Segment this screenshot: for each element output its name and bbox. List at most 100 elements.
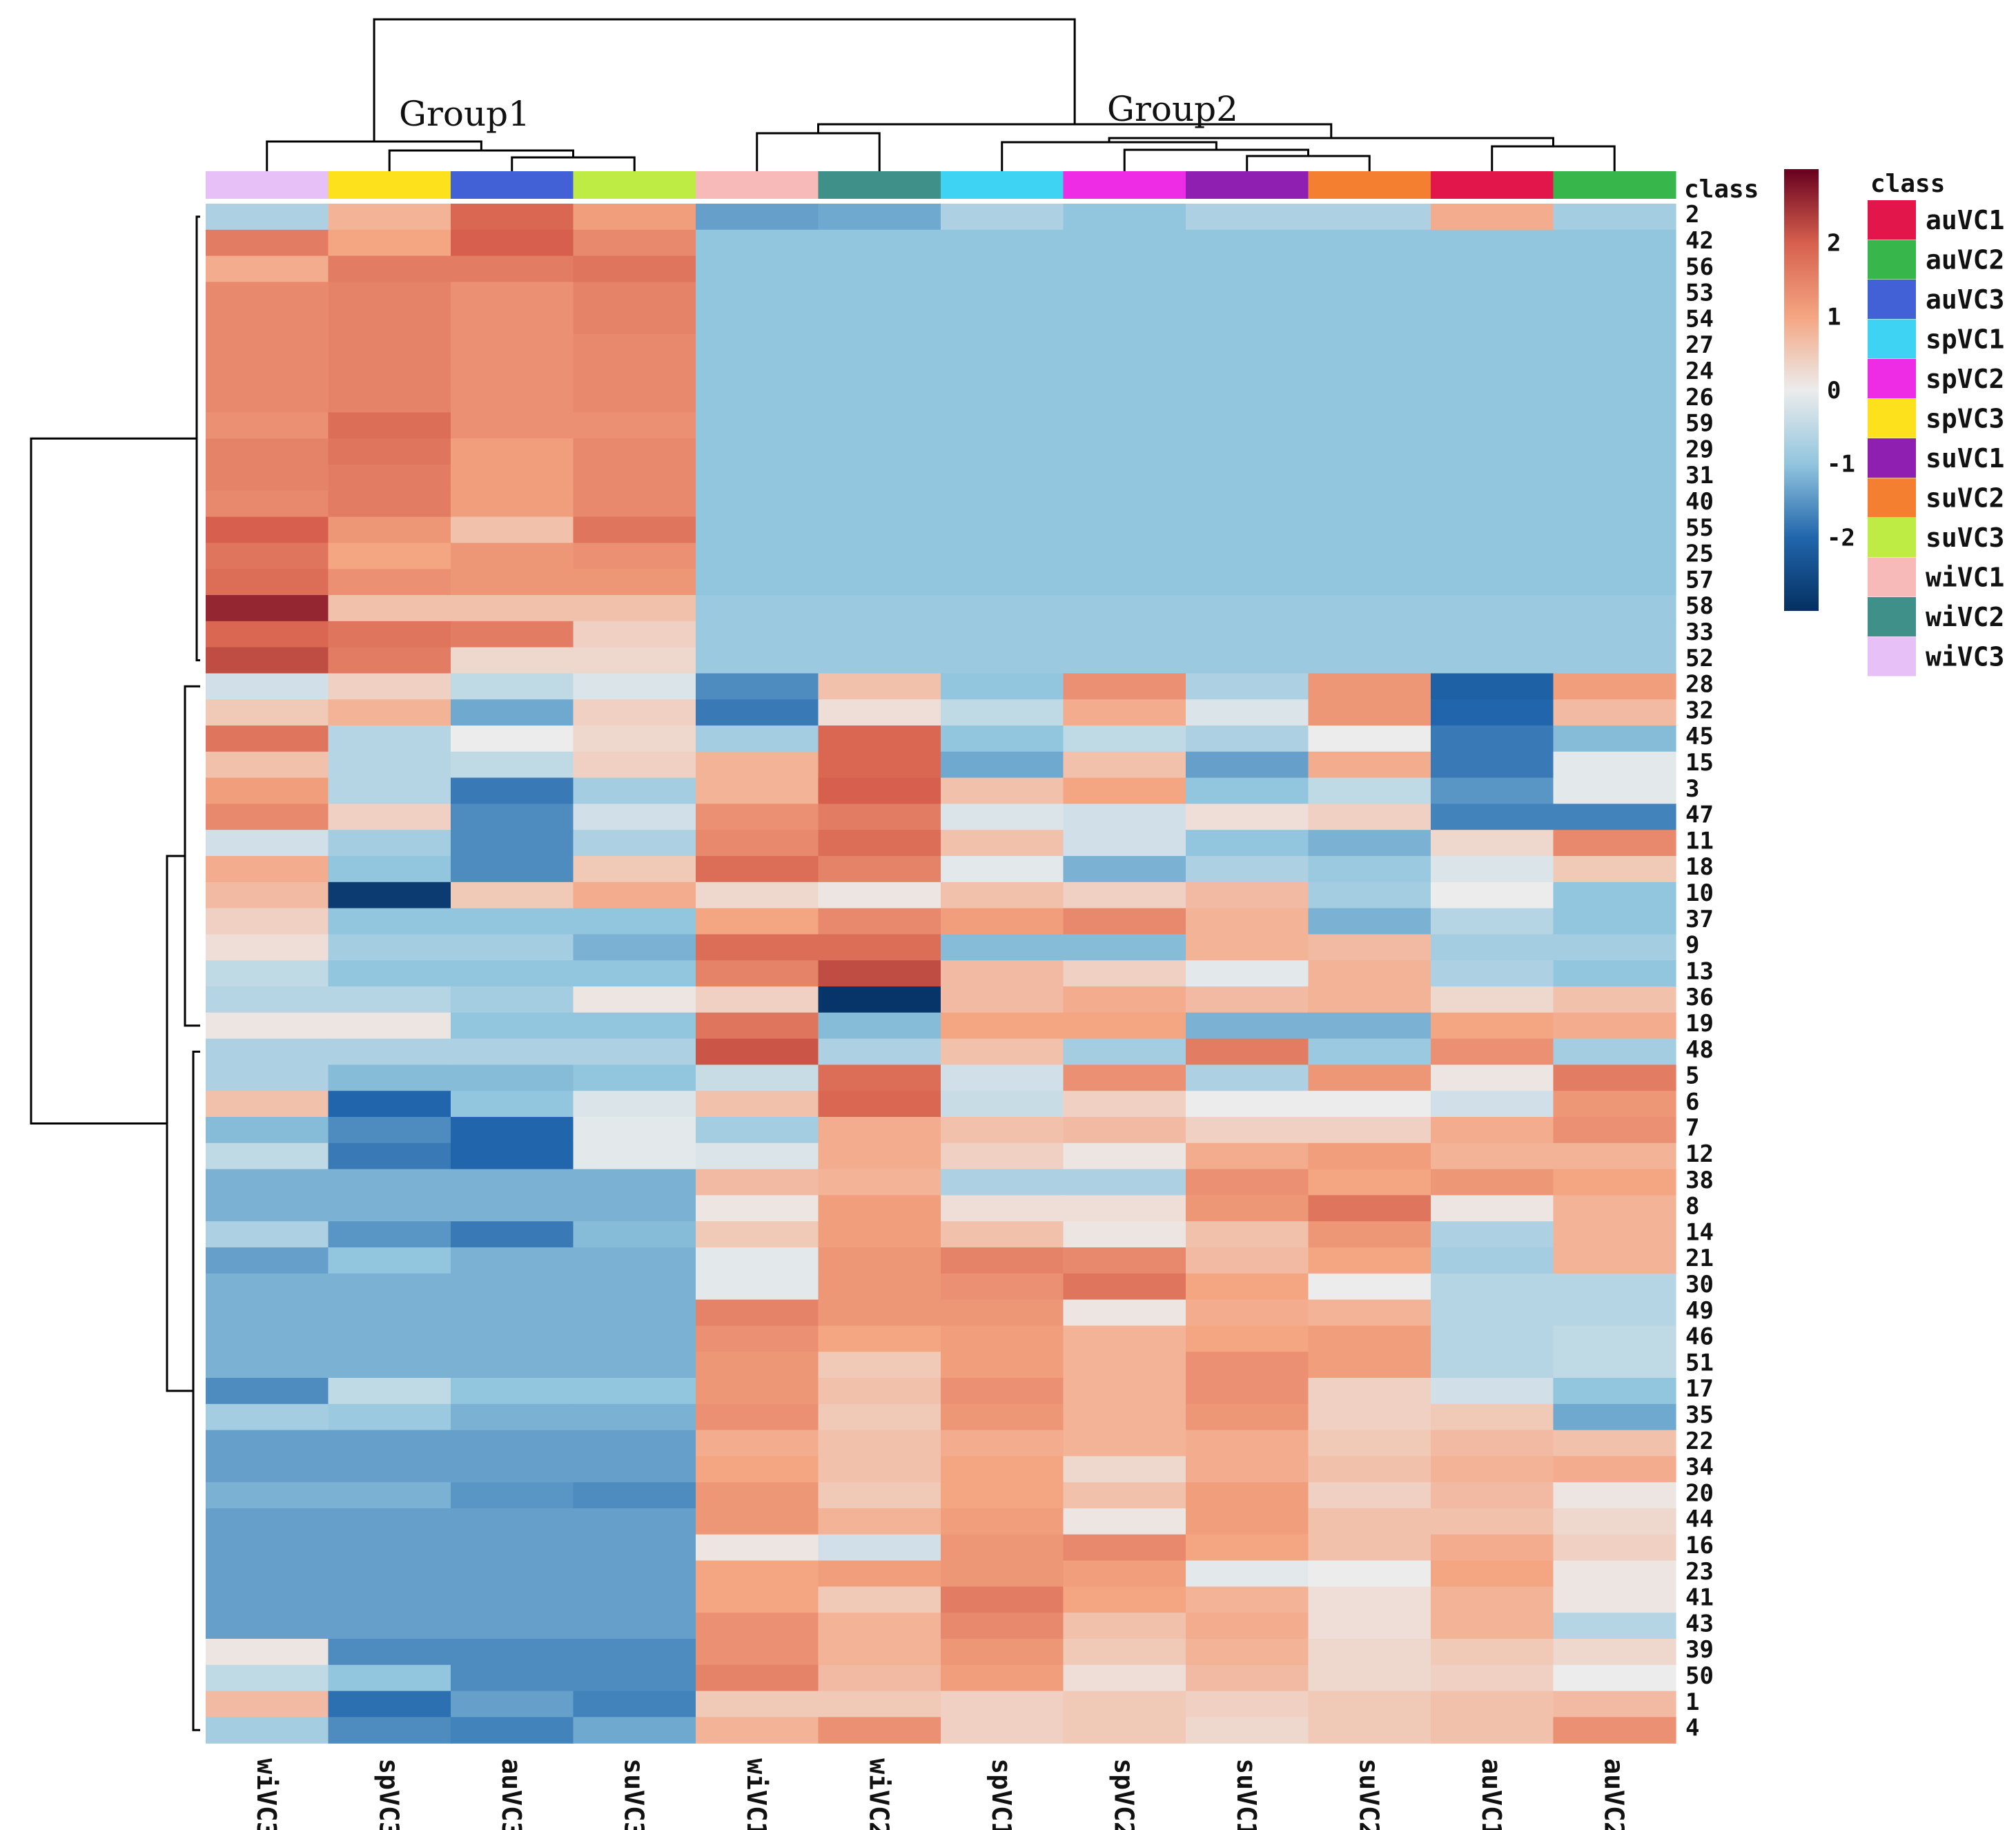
cell-34-suVC2 — [1308, 1456, 1431, 1483]
cell-19-suVC1 — [1186, 1012, 1309, 1040]
cell-8-auVC2 — [1553, 1195, 1676, 1222]
legend-label: wiVC2 — [1926, 602, 2004, 632]
cell-54-wiVC3 — [206, 308, 329, 335]
cell-57-wiVC3 — [206, 569, 329, 596]
cell-53-suVC3 — [573, 282, 696, 309]
cell-36-wiVC1 — [696, 986, 819, 1013]
cell-31-spVC3 — [328, 465, 451, 491]
cell-24-spVC3 — [328, 360, 451, 387]
cell-25-wiVC2 — [818, 543, 941, 570]
cell-37-suVC3 — [573, 908, 696, 935]
cell-44-suVC3 — [573, 1508, 696, 1535]
cell-2-auVC2 — [1553, 204, 1676, 231]
cell-57-suVC3 — [573, 569, 696, 596]
cell-3-wiVC1 — [696, 777, 819, 804]
cell-29-wiVC1 — [696, 438, 819, 465]
cell-5-spVC1 — [941, 1064, 1064, 1091]
cell-38-suVC2 — [1308, 1169, 1431, 1196]
cell-25-wiVC1 — [696, 543, 819, 570]
cell-46-spVC3 — [328, 1325, 451, 1352]
cell-8-spVC1 — [941, 1195, 1064, 1222]
cell-31-wiVC2 — [818, 465, 941, 491]
cell-56-spVC3 — [328, 255, 451, 282]
cell-42-wiVC3 — [206, 229, 329, 257]
cell-36-wiVC2 — [818, 986, 941, 1013]
cell-33-suVC3 — [573, 621, 696, 648]
cell-32-suVC3 — [573, 699, 696, 726]
row-label: 55 — [1685, 514, 1714, 542]
cell-53-auVC3 — [451, 282, 574, 309]
cell-6-suVC3 — [573, 1091, 696, 1118]
cell-2-spVC1 — [941, 204, 1064, 231]
cell-45-spVC3 — [328, 726, 451, 752]
cell-54-suVC2 — [1308, 308, 1431, 335]
cell-35-auVC1 — [1431, 1403, 1554, 1431]
class-bar-auVC1 — [1431, 171, 1554, 199]
cell-24-wiVC2 — [818, 360, 941, 387]
cell-11-spVC2 — [1063, 830, 1186, 857]
cell-58-wiVC1 — [696, 595, 819, 622]
cell-32-spVC1 — [941, 699, 1064, 726]
cell-35-spVC2 — [1063, 1403, 1186, 1431]
cell-54-spVC1 — [941, 308, 1064, 335]
cell-12-suVC2 — [1308, 1142, 1431, 1170]
cell-53-suVC1 — [1186, 282, 1309, 309]
cell-33-suVC1 — [1186, 621, 1309, 648]
cell-11-wiVC1 — [696, 830, 819, 857]
cell-2-auVC3 — [451, 204, 574, 231]
cell-58-auVC2 — [1553, 595, 1676, 622]
cell-12-wiVC2 — [818, 1142, 941, 1170]
cell-1-spVC3 — [328, 1691, 451, 1717]
cell-2-spVC2 — [1063, 204, 1186, 231]
cell-12-wiVC3 — [206, 1142, 329, 1170]
cell-31-wiVC3 — [206, 465, 329, 491]
row-label: 37 — [1685, 906, 1714, 933]
cell-31-suVC2 — [1308, 465, 1431, 491]
cell-52-wiVC1 — [696, 647, 819, 674]
cell-20-wiVC1 — [696, 1482, 819, 1509]
row-label: 53 — [1685, 280, 1714, 307]
cell-57-auVC3 — [451, 569, 574, 596]
cell-11-suVC1 — [1186, 830, 1309, 857]
cell-22-spVC3 — [328, 1430, 451, 1457]
cell-18-spVC2 — [1063, 856, 1186, 883]
cell-51-wiVC3 — [206, 1352, 329, 1379]
cell-27-auVC1 — [1431, 334, 1554, 361]
cell-27-suVC2 — [1308, 334, 1431, 361]
cell-39-spVC1 — [941, 1639, 1064, 1666]
cell-55-wiVC3 — [206, 516, 329, 543]
cell-9-auVC2 — [1553, 934, 1676, 961]
row-label: 21 — [1685, 1245, 1714, 1272]
heatmap-cells — [206, 204, 1676, 1744]
cell-4-wiVC2 — [818, 1717, 941, 1744]
cell-9-wiVC3 — [206, 934, 329, 961]
cell-45-suVC2 — [1308, 726, 1431, 752]
cell-35-suVC1 — [1186, 1403, 1309, 1431]
legend-label: spVC1 — [1926, 324, 2004, 355]
cell-43-auVC1 — [1431, 1613, 1554, 1639]
cell-52-spVC3 — [328, 647, 451, 674]
cell-23-auVC1 — [1431, 1560, 1554, 1587]
cell-40-auVC2 — [1553, 490, 1676, 518]
row-label: 16 — [1685, 1532, 1714, 1559]
cell-58-wiVC3 — [206, 595, 329, 622]
cell-9-spVC2 — [1063, 934, 1186, 961]
cell-42-wiVC2 — [818, 229, 941, 257]
legend-title: class — [1870, 170, 1945, 198]
cell-48-suVC3 — [573, 1038, 696, 1065]
cell-1-auVC2 — [1553, 1691, 1676, 1717]
cell-20-wiVC2 — [818, 1482, 941, 1509]
cell-36-auVC2 — [1553, 986, 1676, 1013]
cell-44-auVC1 — [1431, 1508, 1554, 1535]
dendrogram-link — [756, 132, 881, 171]
cell-33-wiVC3 — [206, 621, 329, 648]
cell-23-suVC2 — [1308, 1560, 1431, 1587]
cell-51-suVC3 — [573, 1352, 696, 1379]
cell-54-suVC1 — [1186, 308, 1309, 335]
cell-55-spVC1 — [941, 516, 1064, 543]
cell-12-suVC3 — [573, 1142, 696, 1170]
row-label: 35 — [1685, 1401, 1714, 1429]
row-label: 5 — [1685, 1062, 1699, 1090]
cell-54-suVC3 — [573, 308, 696, 335]
cell-58-suVC2 — [1308, 595, 1431, 622]
